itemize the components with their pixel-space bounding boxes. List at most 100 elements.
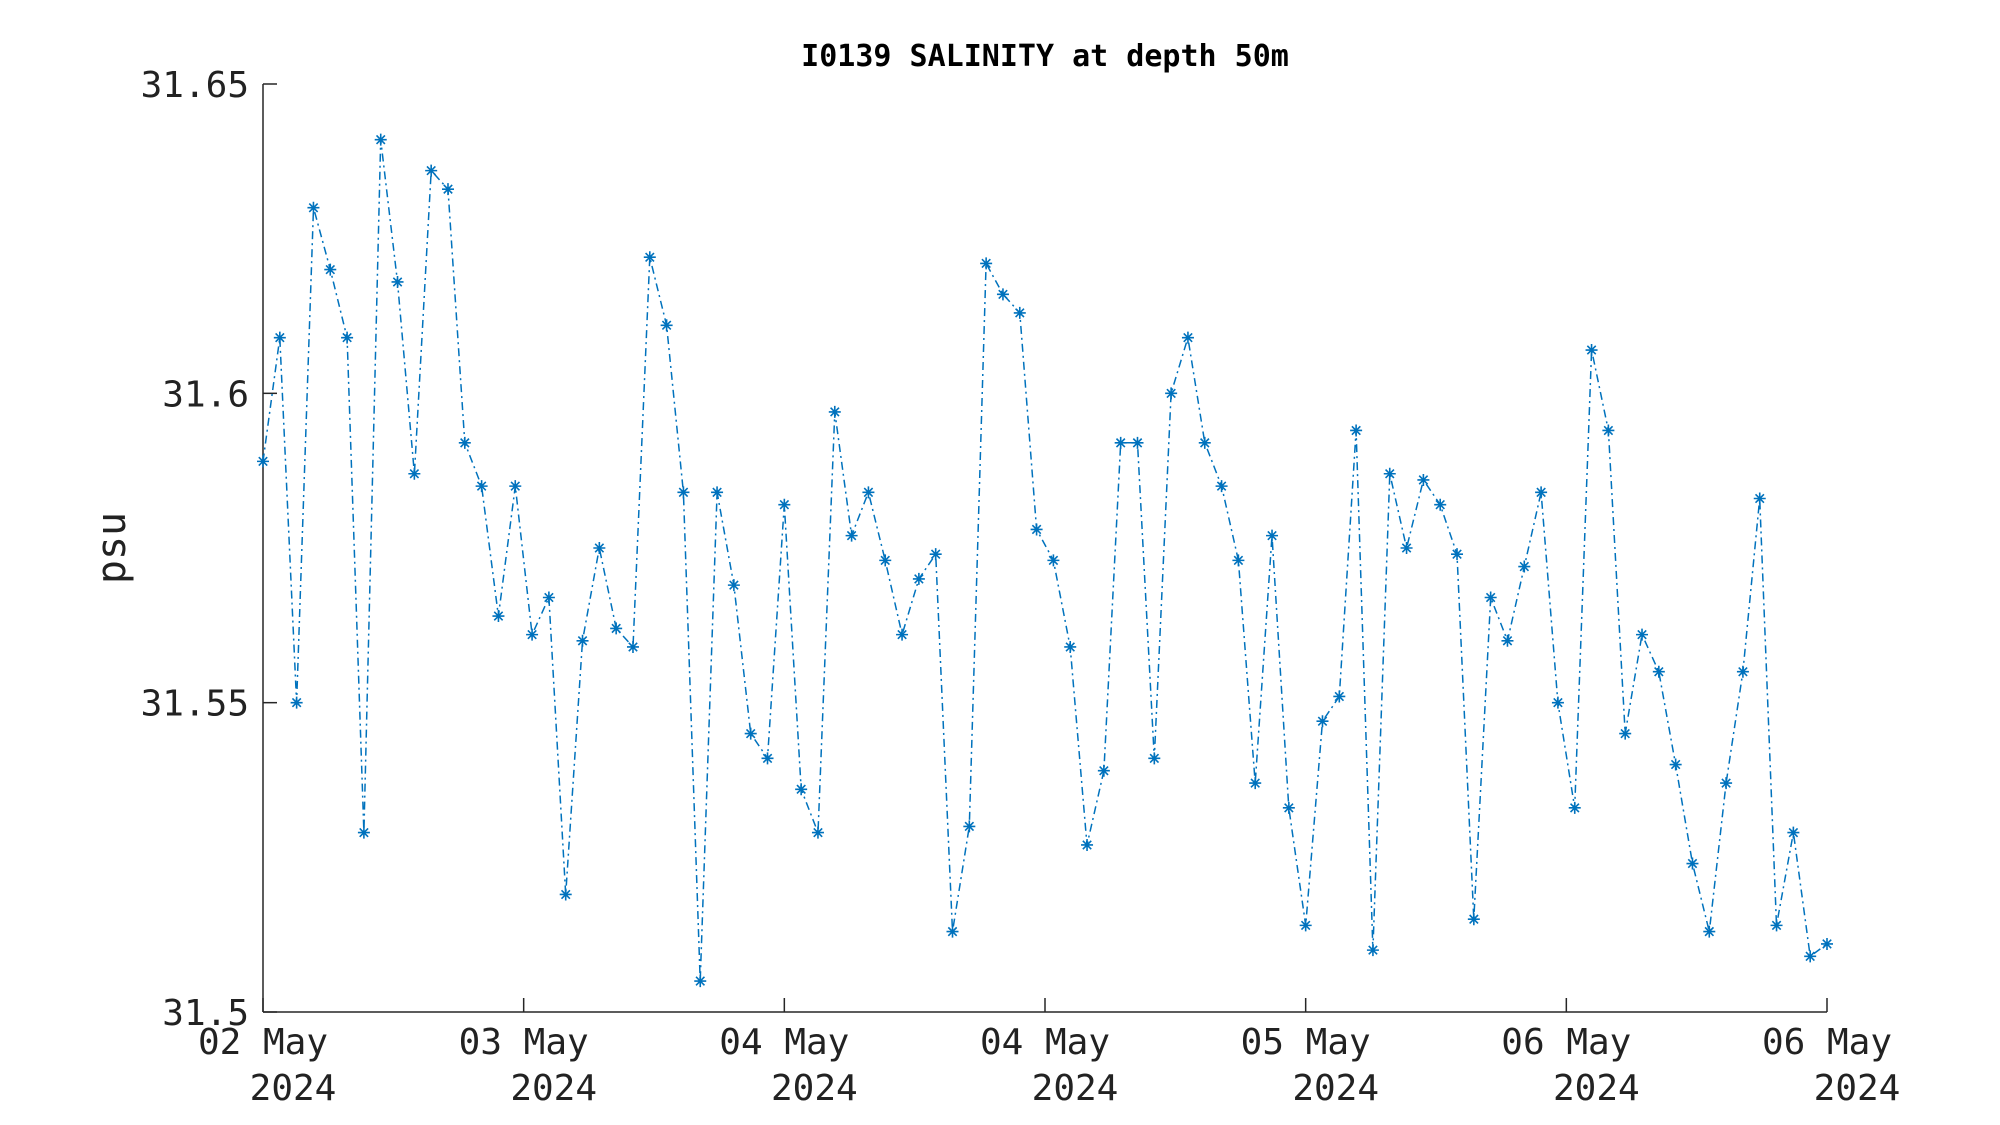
data-point-marker [559,888,572,901]
data-point-marker [610,622,623,635]
data-point-marker [1636,628,1649,641]
data-point-marker [660,319,673,332]
data-point-marker [1535,486,1548,499]
y-tick-label: 31.55 [141,684,249,725]
y-ticks: 31.5 31.55 31.6 31.65 [141,65,277,1034]
data-point-marker [1249,777,1262,790]
data-point-marker [1081,838,1094,851]
data-point-marker [408,467,421,480]
data-point-marker [1451,548,1464,561]
data-point-marker [1787,826,1800,839]
data-point-marker [1181,331,1194,344]
data-point-marker [441,183,454,196]
data-point-marker [273,331,286,344]
data-point-marker [727,579,740,592]
data-point-marker [1652,665,1665,678]
data-point-marker [1753,492,1766,505]
x-tick-label-year: 2024 [510,1068,597,1109]
x-tick-label-year: 2024 [1032,1068,1119,1109]
series-line [262,139,1828,982]
data-point-marker [711,486,724,499]
data-point-marker [1619,727,1632,740]
data-point-marker [643,251,656,264]
data-point-marker [1551,696,1564,709]
data-point-marker [1484,591,1497,604]
data-point-marker [1350,424,1363,437]
data-point-marker [1821,937,1833,950]
data-point-marker [845,529,858,542]
x-tick-label-year: 2024 [1292,1068,1379,1109]
x-tick-label-day: 04 May [719,1022,849,1063]
data-point-marker [1131,436,1144,449]
data-point-marker [1434,498,1447,511]
data-point-marker [1299,919,1312,932]
x-tick-label-day: 06 May [1762,1022,1892,1063]
data-point-marker [1366,944,1379,957]
data-point-marker [879,554,892,567]
y-tick-label: 31.5 [162,993,249,1034]
chart-title: I0139 SALINITY at depth 50m [801,39,1289,74]
data-point-marker [1501,634,1514,647]
data-point-marker [1148,752,1161,765]
data-point-marker [1383,467,1396,480]
data-point-marker [1064,640,1077,653]
data-point-marker [896,628,909,641]
data-point-marker [374,133,387,146]
data-point-marker [593,542,606,554]
data-point-marker [795,783,808,796]
data-point-marker [828,405,841,418]
x-ticks: 02 May 2024 03 May 2024 04 May 2024 04 May 2024… [198,998,1900,1109]
data-point-marker [1097,764,1110,777]
data-point-marker [1400,542,1413,554]
data-point-marker [1047,554,1060,567]
data-point-marker [980,257,993,270]
data-point-marker [1585,344,1598,357]
x-tick-label-day: 05 May [1241,1022,1371,1063]
data-point-marker [425,164,438,177]
y-axis-label: psu [89,512,135,584]
data-point-marker [1703,925,1716,938]
data-point-marker [1518,560,1531,573]
data-point-marker [626,640,639,653]
y-tick-label: 31.65 [141,65,249,106]
data-point-marker [744,727,757,740]
data-point-marker [1736,665,1749,678]
data-point-marker [526,628,539,641]
data-point-marker [862,486,875,499]
data-point-marker [257,455,269,468]
data-point-marker [761,752,774,765]
y-tick-label: 31.6 [162,374,249,415]
data-point-marker [1215,480,1228,493]
data-point-marker [357,826,370,839]
data-point-marker [1165,387,1178,400]
data-point-marker [307,201,320,214]
data-point-marker [1602,424,1615,437]
data-point-marker [341,331,354,344]
data-point-marker [391,275,404,288]
data-point-marker [1316,715,1329,728]
data-point-marker [1804,950,1817,963]
data-point-marker [542,591,555,604]
data-point-marker [963,820,976,833]
data-point-marker [458,436,471,449]
data-point-marker [1333,690,1346,703]
x-tick-label-day: 03 May [459,1022,589,1063]
data-point-marker [1770,919,1783,932]
data-point-marker [677,486,690,499]
data-point-marker [509,480,522,493]
data-point-marker [1282,801,1295,814]
data-point-marker [1198,436,1211,449]
x-tick-label-year: 2024 [250,1068,337,1109]
data-point-marker [1417,473,1430,486]
x-tick-label-year: 2024 [1814,1068,1901,1109]
data-point-marker [929,548,942,561]
data-point-marker [946,925,959,938]
data-point-marker [475,480,488,493]
data-point-marker [1467,913,1480,926]
x-tick-label-day: 06 May [1501,1022,1631,1063]
data-point-marker [996,288,1009,301]
data-point-marker [1114,436,1127,449]
data-point-marker [1669,758,1682,771]
data-point-marker [1720,777,1733,790]
